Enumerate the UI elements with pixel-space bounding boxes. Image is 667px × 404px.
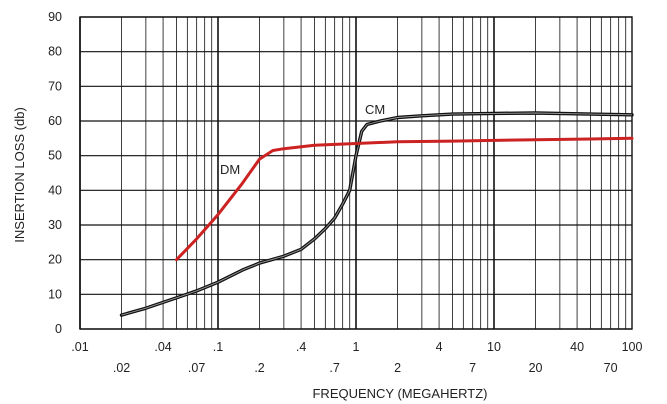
y-tick-label: 70 — [48, 79, 62, 93]
x-tick-label: .2 — [254, 361, 264, 375]
plot-frame — [79, 16, 633, 330]
y-tick-label: 90 — [48, 10, 62, 24]
cm-series-label: CM — [365, 102, 385, 117]
x-tick-label: 1 — [353, 340, 360, 354]
x-tick-label: 4 — [436, 340, 443, 354]
x-tick-label: .01 — [71, 340, 88, 354]
y-tick-label: 0 — [55, 322, 62, 336]
series-line-dm — [175, 136, 634, 262]
y-tick-label: 20 — [48, 253, 62, 267]
x-tick-label: .04 — [154, 340, 171, 354]
x-tick-label: 10 — [487, 340, 501, 354]
x-tick-label: .1 — [213, 340, 223, 354]
y-tick-label: 30 — [48, 218, 62, 232]
grid — [79, 16, 633, 330]
x-axis-title: FREQUENCY (MEGAHERTZ) — [312, 386, 487, 401]
x-tick-label: 20 — [529, 361, 543, 375]
y-tick-label: 80 — [48, 45, 62, 59]
x-tick-label: .4 — [296, 340, 306, 354]
y-tick-label: 10 — [48, 287, 62, 301]
x-tick-label: .07 — [188, 361, 205, 375]
y-tick-label: 60 — [48, 114, 62, 128]
x-tick-label: 7 — [469, 361, 476, 375]
x-tick-label: 100 — [622, 340, 643, 354]
y-axis-title: INSERTION LOSS (db) — [12, 107, 27, 243]
y-tick-label: 40 — [48, 183, 62, 197]
x-tick-label: 70 — [604, 361, 618, 375]
tick-labels: 0 10 20 30 40 50 60 70 80 90 .01 .02 .04 .07 .1 .2 .4 .7 1… — [48, 10, 642, 375]
x-tick-label: .7 — [329, 361, 339, 375]
x-tick-label: 2 — [394, 361, 401, 375]
series-layer — [119, 111, 634, 317]
x-tick-label: 40 — [570, 340, 584, 354]
x-tick-label: .02 — [113, 361, 130, 375]
dm-series-label: DM — [220, 162, 240, 177]
y-tick-label: 50 — [48, 149, 62, 163]
series-line-cm-highlight — [121, 112, 633, 316]
